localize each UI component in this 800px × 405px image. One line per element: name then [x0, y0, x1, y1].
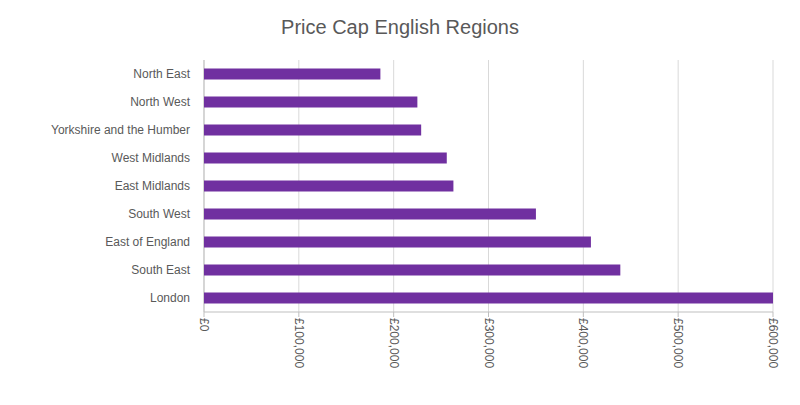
background — [0, 0, 800, 405]
bar — [204, 265, 620, 276]
category-label: East Midlands — [115, 179, 190, 193]
title: Price Cap English Regions — [281, 16, 519, 38]
x-axis — [204, 312, 773, 313]
bar — [204, 209, 536, 220]
category-label: South West — [128, 207, 190, 221]
tick-mark — [298, 312, 299, 317]
tick-label: £400,000 — [576, 318, 590, 368]
bar — [204, 181, 453, 192]
category-label: East of England — [105, 235, 190, 249]
tick-mark — [204, 312, 205, 317]
category-label: Yorkshire and the Humber — [51, 123, 190, 137]
tick-label: £100,000 — [292, 318, 306, 368]
category-label: West Midlands — [112, 151, 190, 165]
tick-mark — [678, 312, 679, 317]
grid-line — [678, 60, 679, 312]
tick-label: £0 — [197, 318, 211, 332]
tick-label: £600,000 — [766, 318, 780, 368]
tick-mark — [393, 312, 394, 317]
bars — [204, 69, 773, 304]
tick-label: £500,000 — [671, 318, 685, 368]
category-label: North West — [130, 95, 190, 109]
bar — [204, 125, 421, 136]
bar — [204, 237, 591, 248]
bar — [204, 97, 417, 108]
tick-mark — [773, 312, 774, 317]
chart: Price Cap English Regions £0 £100,000 £200,… — [0, 0, 800, 405]
bar — [204, 69, 380, 80]
category-label: London — [150, 291, 190, 305]
tick-label: £200,000 — [387, 318, 401, 368]
category-label: North East — [133, 67, 190, 81]
tick-mark — [583, 312, 584, 317]
grid-line — [773, 60, 774, 312]
tick-label: £300,000 — [482, 318, 496, 368]
category-label: South East — [131, 263, 190, 277]
bar — [204, 153, 447, 164]
bar — [204, 293, 773, 304]
tick-mark — [488, 312, 489, 317]
